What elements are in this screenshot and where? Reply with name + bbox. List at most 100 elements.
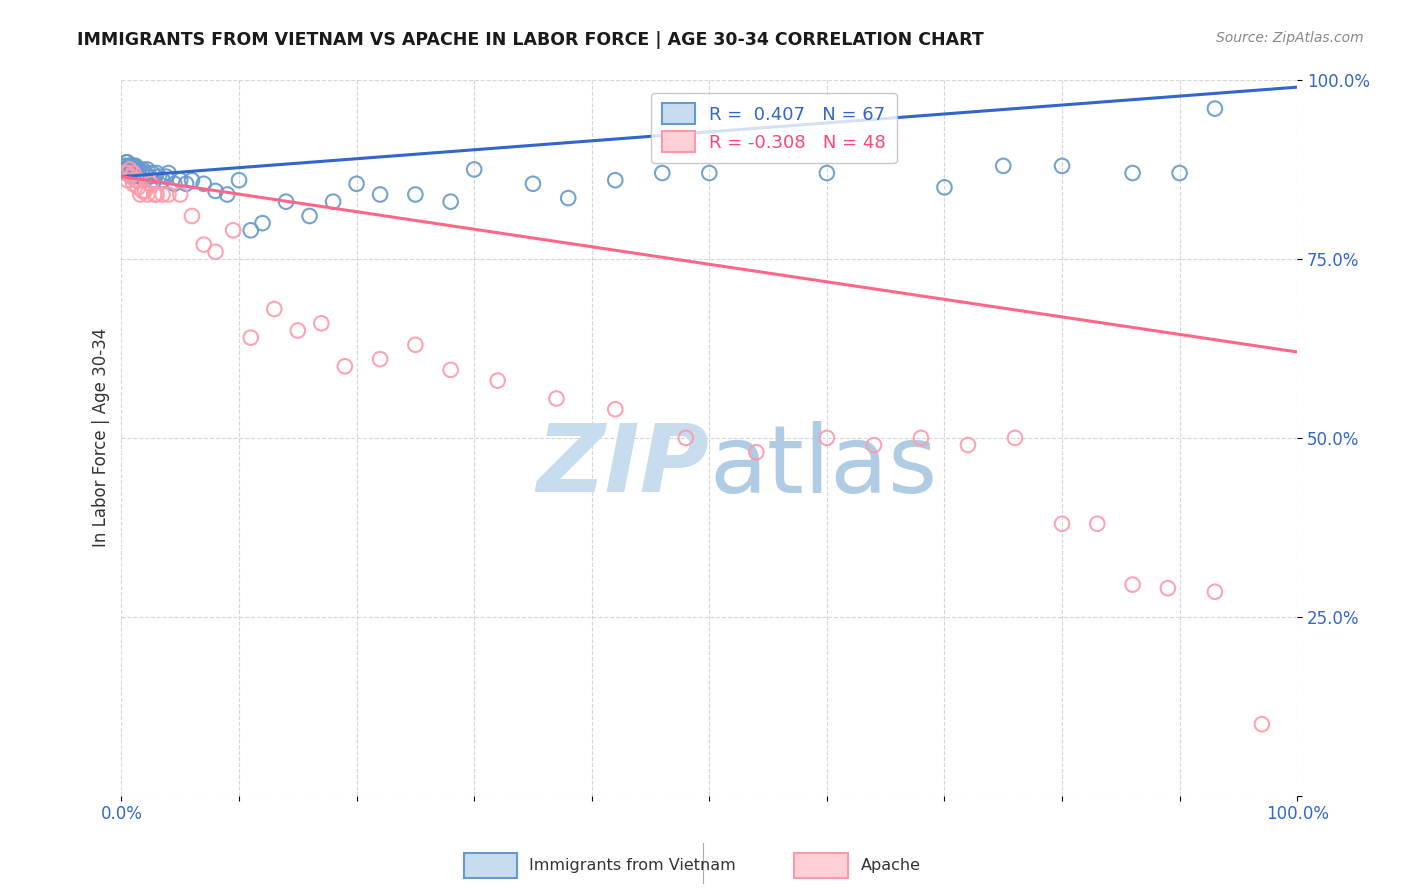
Point [239, 331, 262, 345]
Point [697, 166, 720, 180]
Point [127, 166, 149, 180]
Point [121, 159, 143, 173]
Point [1050, 159, 1073, 173]
Point [143, 173, 166, 187]
Point [141, 166, 163, 180]
Point [122, 177, 145, 191]
Point [125, 162, 148, 177]
Text: IMMIGRANTS FROM VIETNAM VS APACHE IN LABOR FORCE | AGE 30-34 CORRELATION CHART: IMMIGRANTS FROM VIETNAM VS APACHE IN LAB… [77, 31, 984, 49]
Point [1204, 102, 1226, 116]
Point [117, 159, 139, 173]
Point [910, 431, 932, 445]
Point [346, 177, 368, 191]
Point [128, 162, 150, 177]
Point [157, 187, 180, 202]
Point [117, 166, 139, 180]
Point [522, 177, 544, 191]
Point [118, 162, 141, 177]
Point [121, 166, 143, 180]
Point [463, 162, 485, 177]
Point [139, 177, 162, 191]
Point [239, 223, 262, 237]
Point [440, 194, 463, 209]
Point [486, 374, 509, 388]
Point [131, 184, 153, 198]
Point [404, 187, 426, 202]
Point [546, 392, 568, 406]
Point [169, 173, 191, 187]
Point [1004, 431, 1026, 445]
Point [169, 187, 191, 202]
Point [157, 166, 180, 180]
Point [440, 363, 463, 377]
Point [143, 187, 166, 202]
Point [605, 173, 627, 187]
Point [128, 173, 150, 187]
Text: Source: ZipAtlas.com: Source: ZipAtlas.com [1216, 31, 1364, 45]
Point [1204, 584, 1226, 599]
Point [557, 191, 579, 205]
Point [118, 162, 141, 177]
Point [651, 166, 673, 180]
Point [368, 187, 391, 202]
Point [122, 169, 145, 184]
Point [131, 166, 153, 180]
Point [193, 177, 215, 191]
Point [222, 223, 245, 237]
Point [204, 244, 226, 259]
Point [131, 162, 153, 177]
Point [124, 166, 146, 180]
Point [404, 338, 426, 352]
Point [274, 194, 297, 209]
Point [163, 177, 186, 191]
Point [204, 184, 226, 198]
Point [193, 237, 215, 252]
Point [148, 169, 170, 184]
Point [124, 162, 146, 177]
Point [263, 301, 285, 316]
Point [745, 445, 768, 459]
Point [120, 162, 142, 177]
Point [132, 173, 155, 187]
Point [155, 169, 177, 184]
Point [127, 180, 149, 194]
Point [252, 216, 274, 230]
Point [956, 438, 979, 452]
Point [122, 166, 145, 180]
Point [117, 173, 139, 187]
Point [134, 166, 156, 180]
Point [118, 159, 141, 173]
Point [124, 159, 146, 173]
Point [1085, 516, 1108, 531]
Point [117, 155, 139, 169]
Point [129, 187, 152, 202]
Y-axis label: In Labor Force | Age 30-34: In Labor Force | Age 30-34 [93, 328, 110, 548]
Point [145, 187, 167, 202]
Point [934, 180, 956, 194]
Point [181, 209, 204, 223]
Point [333, 359, 356, 374]
Point [129, 169, 152, 184]
Point [152, 187, 174, 202]
Point [152, 173, 174, 187]
Point [1122, 577, 1144, 591]
Point [675, 431, 697, 445]
Point [863, 438, 886, 452]
Point [217, 187, 239, 202]
Point [1168, 166, 1191, 180]
Text: ZIP: ZIP [537, 420, 709, 513]
Point [117, 162, 139, 177]
Point [114, 159, 136, 173]
Point [138, 169, 160, 184]
Point [815, 166, 838, 180]
Point [1122, 166, 1144, 180]
Point [136, 187, 159, 202]
Point [145, 166, 167, 180]
Point [1251, 717, 1274, 731]
Point [134, 184, 156, 198]
Point [174, 177, 197, 191]
Point [122, 162, 145, 177]
Point [124, 173, 146, 187]
Point [117, 166, 139, 180]
Point [124, 159, 146, 173]
